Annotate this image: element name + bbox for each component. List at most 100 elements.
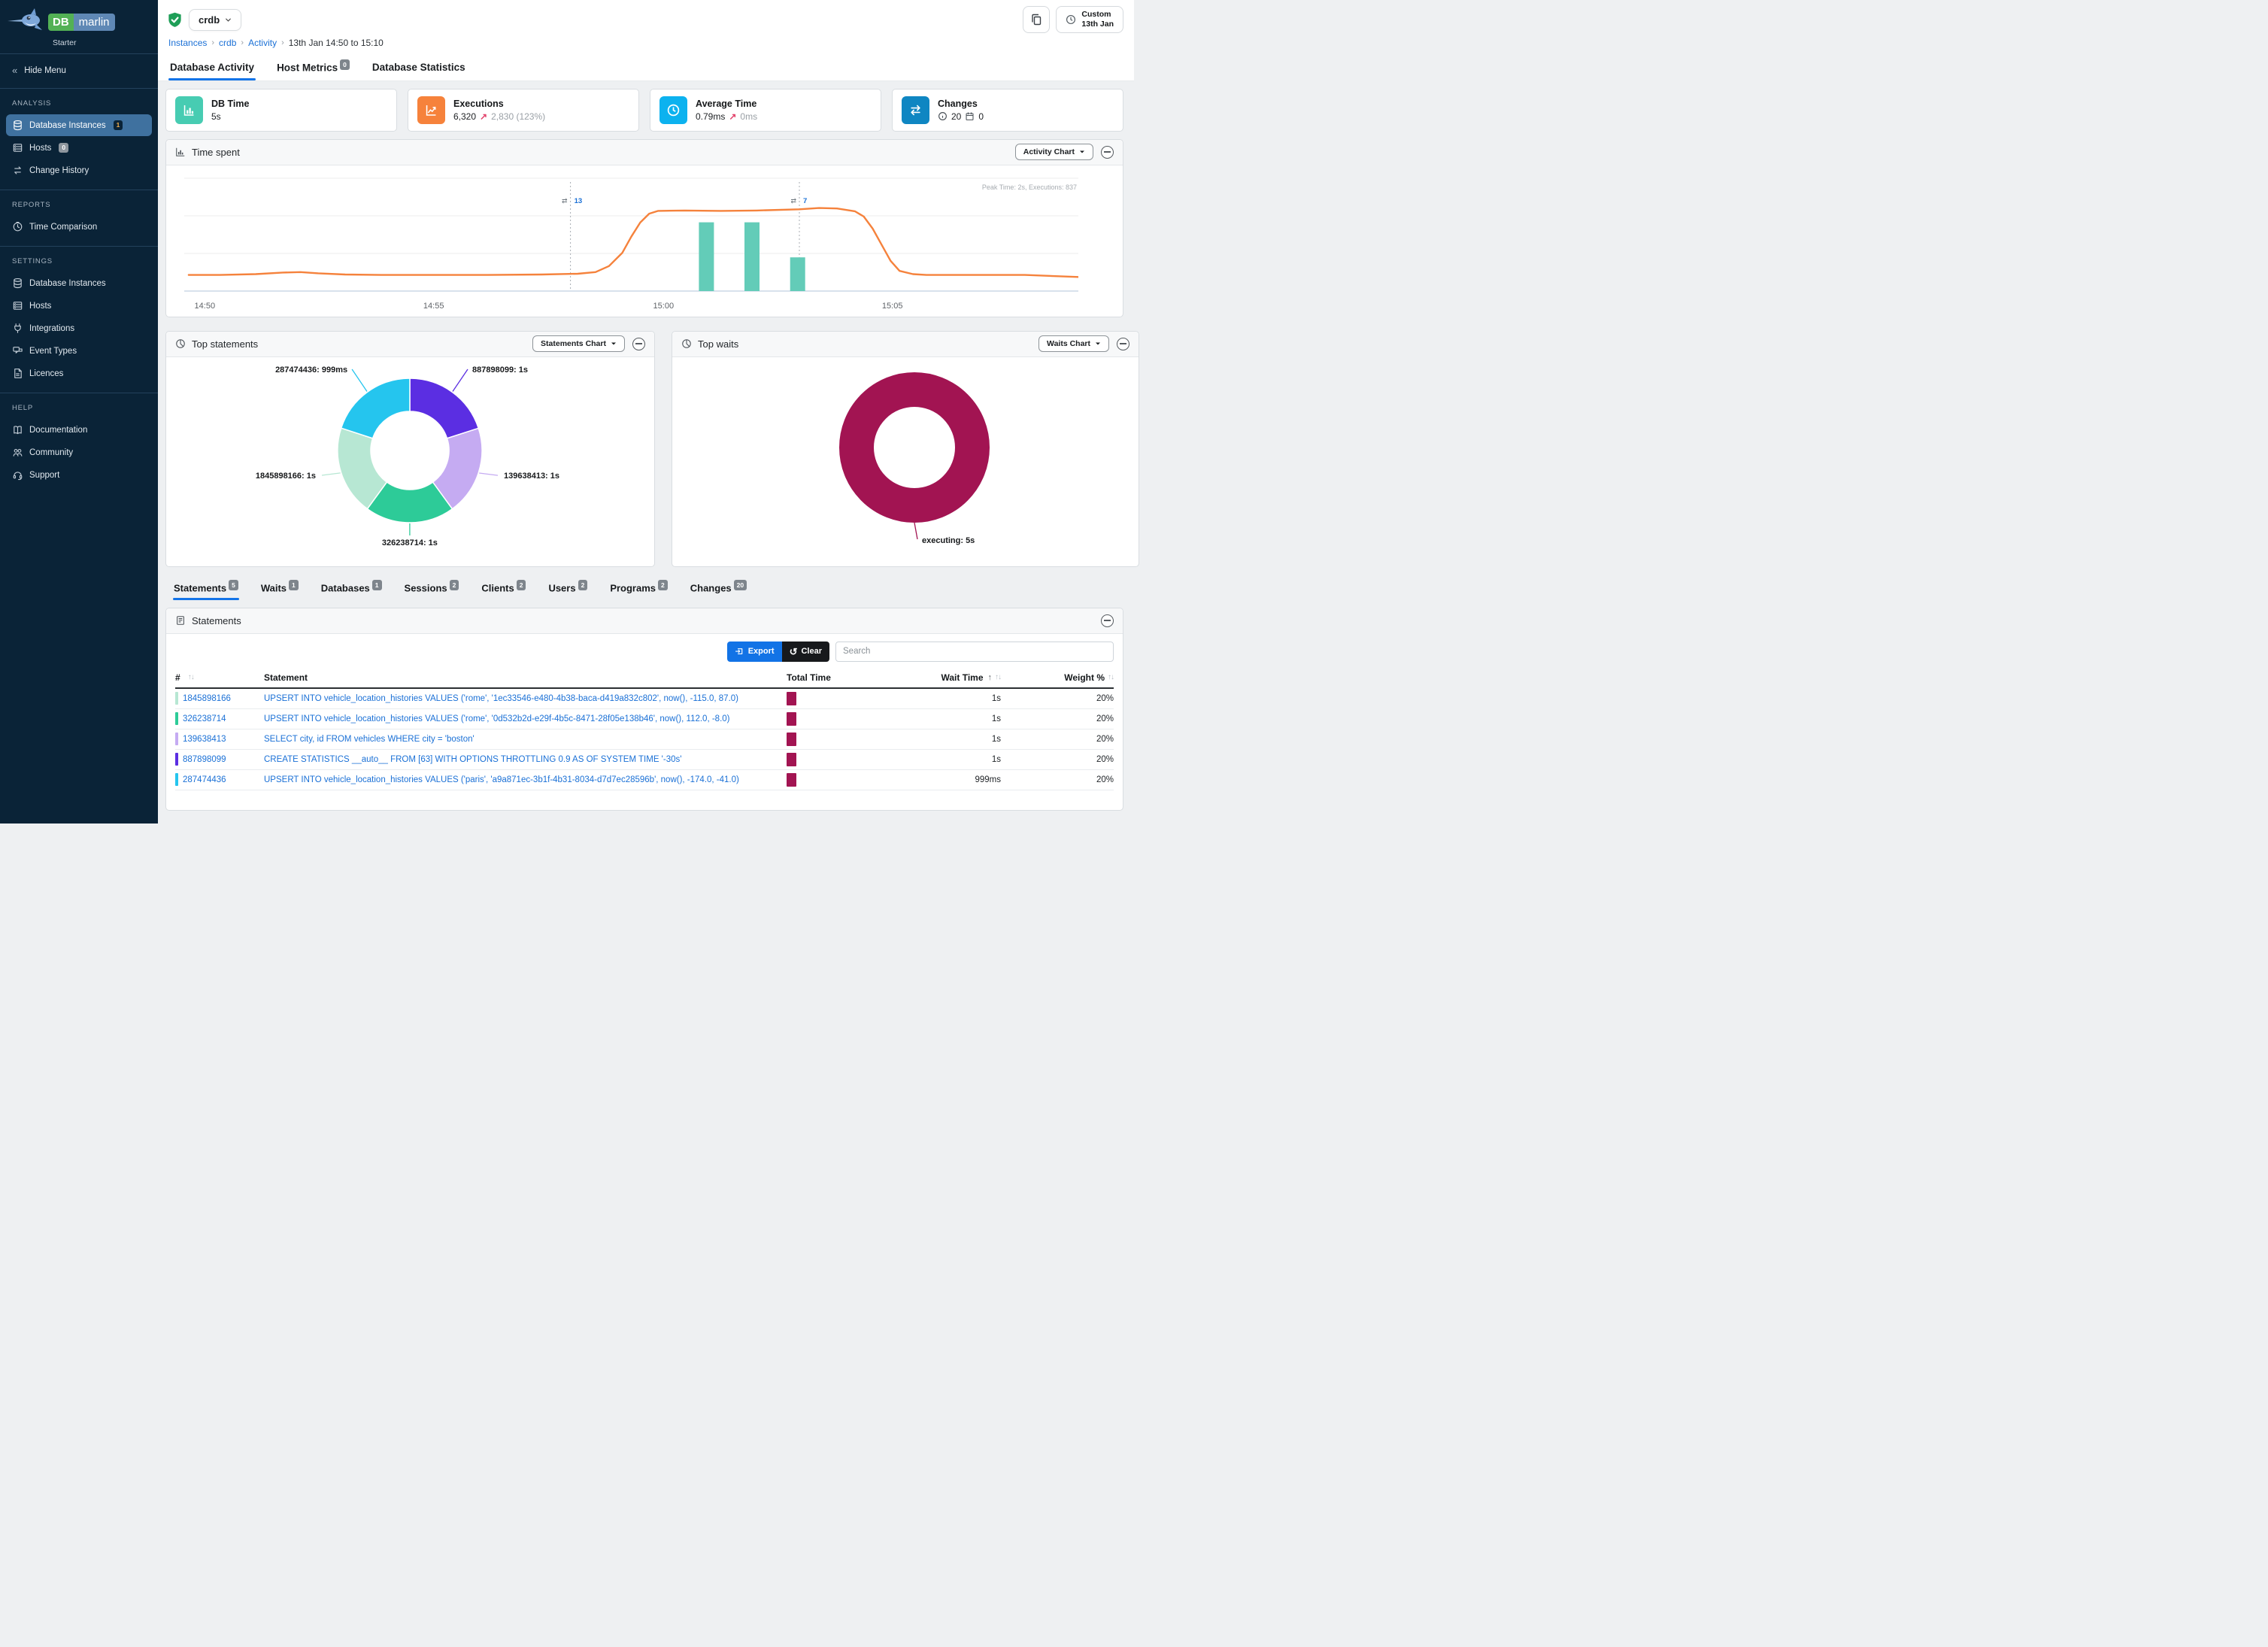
time-spent-panel: Time spent Activity Chart ⇄ 13 ⇄ 7 14:50 14:5… bbox=[165, 138, 1123, 317]
executions-delta: 2,830 (123%) bbox=[491, 111, 546, 122]
col-wait-time[interactable]: Wait Time bbox=[941, 672, 984, 683]
sidebar-item-time-comparison[interactable]: Time Comparison bbox=[6, 216, 152, 238]
sidebar-item-licences[interactable]: Licences bbox=[6, 362, 152, 384]
statement-link[interactable]: SELECT city, id FROM vehicles WHERE city… bbox=[264, 734, 475, 744]
selector-label: Statements Chart bbox=[541, 339, 606, 348]
sidebar-item-label: Community bbox=[29, 447, 74, 457]
copy-link-button[interactable] bbox=[1023, 6, 1051, 33]
statement-link[interactable]: UPSERT INTO vehicle_location_histories V… bbox=[264, 693, 738, 703]
total-time-bar bbox=[787, 752, 796, 766]
detail-tab-statements[interactable]: Statements 5 bbox=[173, 579, 239, 601]
clear-button[interactable]: ↺ Clear bbox=[781, 641, 829, 662]
search-input[interactable] bbox=[835, 641, 1114, 662]
hide-menu-button[interactable]: « Hide Menu bbox=[0, 54, 158, 89]
detail-tab-changes[interactable]: Changes 20 bbox=[690, 579, 747, 600]
waits-chart-selector[interactable]: Waits Chart bbox=[1038, 335, 1109, 352]
statement-id-link[interactable]: 326238714 bbox=[183, 714, 226, 723]
sidebar-item-community[interactable]: Community bbox=[6, 441, 152, 463]
caret-down-icon bbox=[1080, 150, 1084, 153]
export-button[interactable]: Export bbox=[726, 641, 782, 662]
sidebar-item-documentation[interactable]: Documentation bbox=[6, 419, 152, 441]
total-time-cell bbox=[787, 711, 892, 726]
weight-cell: 20% bbox=[1096, 693, 1114, 703]
sidebar-item-label: Hosts bbox=[29, 143, 52, 153]
clear-label: Clear bbox=[801, 647, 822, 657]
total-time-bar bbox=[787, 691, 796, 705]
statements-table: # ↑↓ Statement Total Time Wait Time ↑ ↑↓ We… bbox=[166, 668, 1123, 790]
sidebar-item-database-instances[interactable]: Database Instances 1 bbox=[6, 114, 152, 136]
changes-card: Changes 20 0 bbox=[892, 88, 1123, 132]
pie-chart-icon bbox=[176, 339, 185, 348]
brand-logo: DB marlin Starter bbox=[0, 0, 158, 54]
sidebar-item-label: Database Instances bbox=[29, 120, 106, 130]
col-total-time[interactable]: Total Time bbox=[787, 672, 831, 683]
card-title: Changes bbox=[938, 98, 978, 109]
sidebar-item-badge: 0 bbox=[59, 143, 69, 153]
col-number[interactable]: # bbox=[175, 672, 180, 683]
statement-link[interactable]: UPSERT INTO vehicle_location_histories V… bbox=[264, 775, 739, 784]
sidebar-item-database-instances[interactable]: Database Instances bbox=[6, 272, 152, 294]
db-time-card: DB Time 5s bbox=[165, 88, 397, 132]
sidebar-item-label: Licences bbox=[29, 369, 64, 378]
waits-donut-svg[interactable]: executing: 5s bbox=[672, 357, 1139, 566]
time-spent-chart: ⇄ 13 ⇄ 7 14:50 14:55 15:00 15:05 Peak Time: 2s, … bbox=[166, 165, 1123, 317]
top-bar: crdb Custom 13th Jan bbox=[158, 0, 1134, 81]
instance-selector[interactable]: crdb bbox=[189, 8, 242, 31]
logo-marlin: marlin bbox=[73, 14, 115, 31]
sidebar-item-support[interactable]: Support bbox=[6, 464, 152, 486]
breadcrumb-separator: › bbox=[211, 38, 215, 47]
tab-database-statistics[interactable]: Database Statistics bbox=[371, 62, 465, 73]
sidebar-item-hosts[interactable]: Hosts 0 bbox=[6, 137, 152, 159]
detail-tab-programs[interactable]: Programs 2 bbox=[609, 579, 668, 600]
detail-tab-clients[interactable]: Clients 2 bbox=[481, 579, 526, 600]
col-statement[interactable]: Statement bbox=[264, 672, 308, 683]
statement-id-link[interactable]: 139638413 bbox=[183, 734, 226, 744]
time-spent-svg[interactable]: ⇄ 13 ⇄ 7 14:50 14:55 15:00 15:05 Peak Time: 2s, … bbox=[184, 167, 1078, 317]
changes-event-count: 0 bbox=[978, 111, 984, 122]
stmt-donut-svg[interactable]: 887898099: 1s 139638413: 1s 326238714: 1s 1… bbox=[166, 357, 654, 566]
sidebar-item-integrations[interactable]: Integrations bbox=[6, 317, 152, 339]
sort-icon: ↑↓ bbox=[187, 673, 195, 682]
statement-link[interactable]: UPSERT INTO vehicle_location_histories V… bbox=[264, 714, 730, 723]
sidebar-item-badge: 1 bbox=[113, 120, 123, 130]
detail-tab-databases[interactable]: Databases 1 bbox=[320, 579, 383, 600]
licence-icon bbox=[12, 368, 23, 379]
swap-arrows-icon bbox=[902, 96, 929, 124]
tab-database-activity[interactable]: Database Activity bbox=[168, 59, 256, 80]
sidebar-item-hosts[interactable]: Hosts bbox=[6, 295, 152, 317]
statement-link[interactable]: CREATE STATISTICS __auto__ FROM [63] WIT… bbox=[264, 754, 682, 764]
collapse-panel-button[interactable] bbox=[1101, 614, 1114, 627]
executions-value: 6,320 bbox=[453, 111, 477, 122]
statements-chart-selector[interactable]: Statements Chart bbox=[532, 335, 625, 352]
col-weight[interactable]: Weight % bbox=[1064, 672, 1105, 683]
detail-tab-waits[interactable]: Waits 1 bbox=[260, 579, 299, 600]
breadcrumb-item-crdb[interactable]: crdb bbox=[219, 38, 237, 48]
statement-id-link[interactable]: 287474436 bbox=[183, 775, 226, 784]
sidebar-section-settings: SETTINGS Database Instances Hosts Integrati… bbox=[0, 247, 158, 393]
breadcrumb-item-instances[interactable]: Instances bbox=[168, 38, 208, 48]
collapse-panel-button[interactable] bbox=[1117, 337, 1129, 350]
breadcrumb-item-activity[interactable]: Activity bbox=[248, 38, 277, 48]
export-label: Export bbox=[747, 647, 775, 657]
statement-id-link[interactable]: 887898099 bbox=[183, 754, 226, 764]
statement-color-chip bbox=[175, 773, 178, 787]
statement-id-cell: 887898099 bbox=[175, 753, 264, 766]
activity-chart-selector[interactable]: Activity Chart bbox=[1014, 144, 1093, 160]
svg-text:15:05: 15:05 bbox=[882, 302, 903, 311]
sidebar-item-event-types[interactable]: Event Types bbox=[6, 340, 152, 362]
statement-id-link[interactable]: 1845898166 bbox=[183, 693, 231, 703]
svg-text:⇄: ⇄ bbox=[562, 197, 568, 205]
svg-text:13: 13 bbox=[575, 197, 583, 205]
collapse-panel-button[interactable] bbox=[632, 337, 645, 350]
sidebar-item-change-history[interactable]: Change History bbox=[6, 159, 152, 181]
collapse-panel-button[interactable] bbox=[1101, 145, 1114, 159]
wait-time-cell: 1s bbox=[991, 734, 1001, 744]
tab-host-metrics[interactable]: Host Metrics 0 bbox=[275, 59, 351, 80]
sidebar-item-label: Support bbox=[29, 470, 60, 480]
time-range-button[interactable]: Custom 13th Jan bbox=[1056, 6, 1123, 33]
detail-tab-sessions[interactable]: Sessions 2 bbox=[404, 579, 460, 600]
breadcrumb-item-13th-jan-14-50-to-15-10: 13th Jan 14:50 to 15:10 bbox=[288, 38, 384, 48]
top-waits-panel: Top waits Waits Chart executing: 5s bbox=[672, 330, 1139, 567]
total-time-cell bbox=[787, 732, 892, 746]
detail-tab-users[interactable]: Users 2 bbox=[547, 579, 588, 600]
